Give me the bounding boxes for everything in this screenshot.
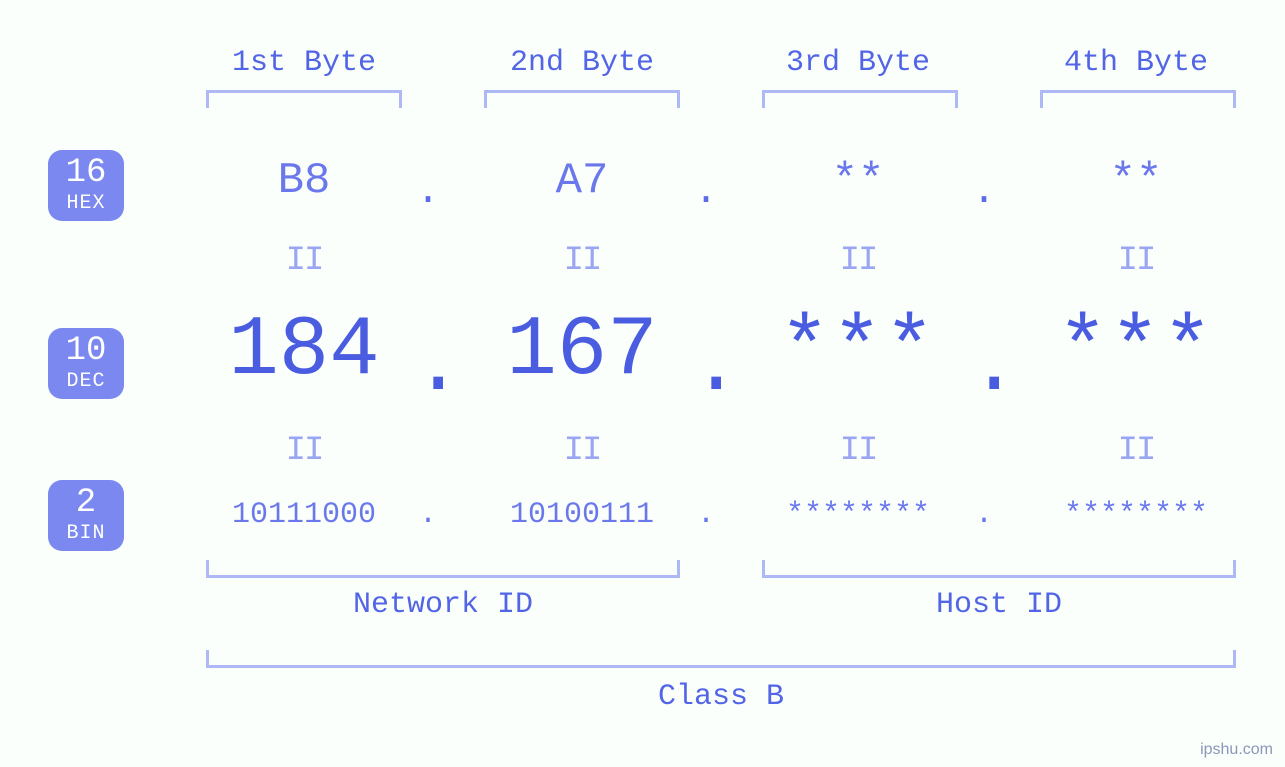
dv-top-4: II xyxy=(1106,242,1166,280)
label-network-id: Network ID xyxy=(206,588,680,622)
bracket-class xyxy=(206,650,1236,668)
dec-byte-2: 167 xyxy=(452,304,712,399)
dot-hex-1: . xyxy=(413,170,443,215)
dot-bin-2: . xyxy=(691,498,721,532)
hex-byte-4: ** xyxy=(1016,156,1256,206)
dot-hex-3: . xyxy=(969,170,999,215)
label-host-id: Host ID xyxy=(762,588,1236,622)
dot-bin-1: . xyxy=(413,498,443,532)
hex-byte-3: ** xyxy=(738,156,978,206)
bin-byte-4: ******** xyxy=(1006,498,1266,532)
dv-top-1: II xyxy=(274,242,334,280)
byte-header-1: 1st Byte xyxy=(184,46,424,80)
badge-bin-name: BIN xyxy=(48,522,124,545)
dv-top-2: II xyxy=(552,242,612,280)
bin-byte-2: 10100111 xyxy=(452,498,712,532)
bracket-network xyxy=(206,560,680,578)
byte-header-2: 2nd Byte xyxy=(462,46,702,80)
dv-bot-2: II xyxy=(552,432,612,470)
bin-byte-3: ******** xyxy=(728,498,988,532)
badge-bin-base: 2 xyxy=(48,486,124,522)
badge-hex-name: HEX xyxy=(48,192,124,215)
badge-dec-base: 10 xyxy=(48,334,124,370)
bracket-top-2 xyxy=(484,90,680,108)
hex-byte-2: A7 xyxy=(462,156,702,206)
label-class: Class B xyxy=(206,680,1236,714)
watermark: ipshu.com xyxy=(1200,741,1273,759)
dv-bot-4: II xyxy=(1106,432,1166,470)
bin-byte-1: 10111000 xyxy=(174,498,434,532)
badge-bin: 2 BIN xyxy=(48,480,124,551)
byte-header-3: 3rd Byte xyxy=(738,46,978,80)
dec-byte-3: *** xyxy=(728,304,988,399)
dv-bot-1: II xyxy=(274,432,334,470)
dot-dec-2: . xyxy=(691,320,721,415)
bracket-top-3 xyxy=(762,90,958,108)
badge-dec: 10 DEC xyxy=(48,328,124,399)
badge-hex: 16 HEX xyxy=(48,150,124,221)
badge-hex-base: 16 xyxy=(48,156,124,192)
dot-dec-3: . xyxy=(969,320,999,415)
dv-bot-3: II xyxy=(828,432,888,470)
byte-header-4: 4th Byte xyxy=(1016,46,1256,80)
dv-top-3: II xyxy=(828,242,888,280)
dec-byte-1: 184 xyxy=(174,304,434,399)
dot-bin-3: . xyxy=(969,498,999,532)
dot-dec-1: . xyxy=(413,320,443,415)
badge-dec-name: DEC xyxy=(48,370,124,393)
ip-bytes-diagram: 1st Byte 2nd Byte 3rd Byte 4th Byte 16 H… xyxy=(0,0,1285,767)
dec-byte-4: *** xyxy=(1006,304,1266,399)
hex-byte-1: B8 xyxy=(184,156,424,206)
dot-hex-2: . xyxy=(691,170,721,215)
bracket-top-1 xyxy=(206,90,402,108)
bracket-host xyxy=(762,560,1236,578)
bracket-top-4 xyxy=(1040,90,1236,108)
